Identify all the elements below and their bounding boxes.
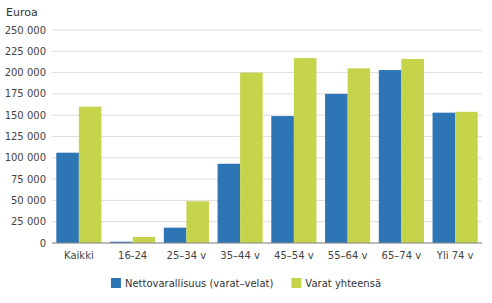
x-axis-line: [52, 243, 482, 244]
x-tick-label: 65–74 v: [382, 250, 422, 261]
bars: [56, 58, 477, 243]
bar: [164, 228, 187, 243]
legend-label: Varat yhteensä: [305, 278, 381, 289]
legend: Nettovarallisuus (varat–velat) Varat yhte…: [111, 278, 381, 289]
bar: [79, 107, 102, 243]
x-tick-label: 16-24: [118, 250, 147, 261]
bar: [56, 153, 79, 243]
y-tick-label: 200 000: [5, 67, 46, 78]
bar: [379, 70, 402, 243]
y-tick-label: 225 000: [5, 46, 46, 57]
bar: [240, 73, 263, 243]
legend-item: Varat yhteensä: [291, 278, 381, 289]
x-tick-label: 25–34 v: [167, 250, 207, 261]
y-tick-label: 0: [40, 238, 46, 249]
legend-item: Nettovarallisuus (varat–velat): [111, 278, 273, 289]
bar: [186, 201, 209, 243]
x-tick-label: Kaikki: [64, 250, 94, 261]
y-tick-label: 250 000: [5, 25, 46, 36]
bar: [271, 116, 294, 243]
legend-swatch: [291, 278, 301, 288]
y-axis-label: Euroa: [6, 6, 38, 19]
bar: [401, 59, 424, 243]
chart: Euroa 0 25 000 50 000 75 000 100 000 125 000 15…: [0, 0, 492, 303]
y-tick-label: 175 000: [5, 88, 46, 99]
x-tick-label: 55–64 v: [328, 250, 368, 261]
y-tick-label: 100 000: [5, 152, 46, 163]
bar: [133, 237, 156, 243]
grid-line: [52, 30, 482, 31]
bar: [433, 113, 456, 243]
x-tick-label: 45–54 v: [274, 250, 314, 261]
x-axis: Kaikki 16-24 25–34 v 35–44 v 45–54 v 55–64 v 6…: [64, 250, 473, 261]
y-tick-label: 150 000: [5, 110, 46, 121]
x-tick-label: 35–44 v: [220, 250, 260, 261]
bar: [455, 112, 478, 243]
x-tick-label: Yli 74 v: [436, 250, 474, 261]
y-tick-label: 25 000: [11, 216, 46, 227]
y-axis: 0 25 000 50 000 75 000 100 000 125 000 150 000…: [5, 25, 482, 249]
y-tick-label: 125 000: [5, 131, 46, 142]
y-tick-label: 50 000: [11, 195, 46, 206]
bar: [218, 164, 241, 243]
bar: [294, 58, 317, 243]
bar: [325, 94, 348, 243]
legend-swatch: [111, 278, 121, 288]
legend-label: Nettovarallisuus (varat–velat): [125, 278, 273, 289]
y-tick-label: 75 000: [11, 174, 46, 185]
bar: [348, 68, 371, 243]
grid-line: [52, 243, 482, 244]
grid-line: [52, 51, 482, 52]
